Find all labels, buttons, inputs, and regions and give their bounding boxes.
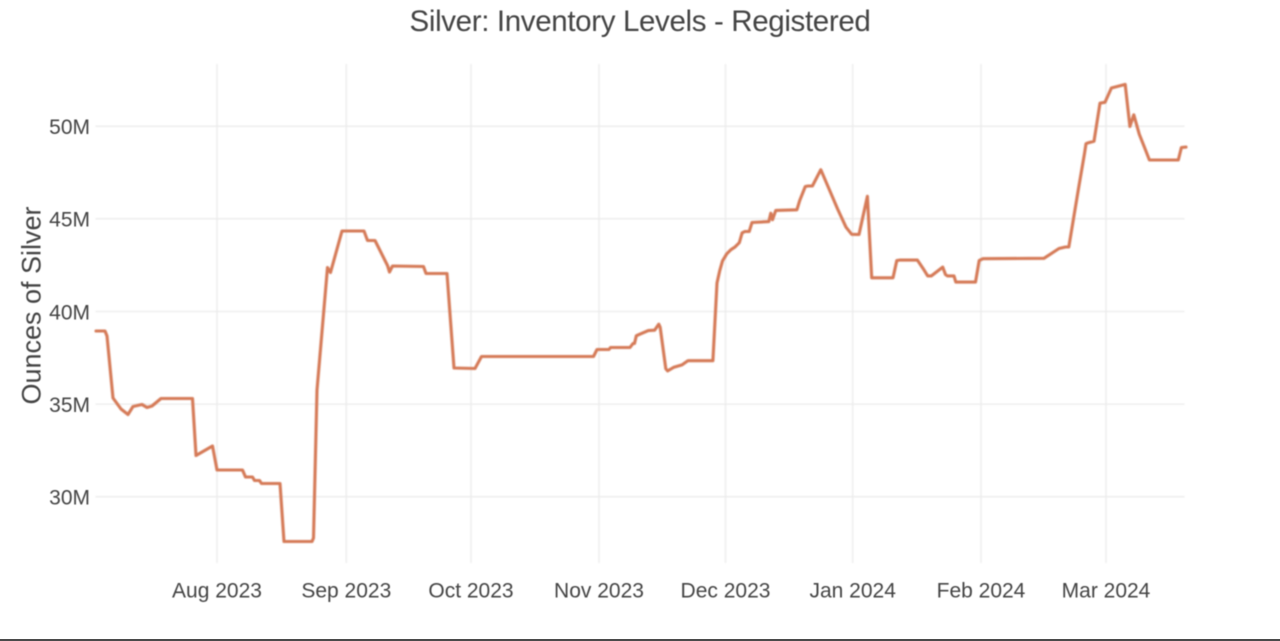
svg-text:Feb 2024: Feb 2024 xyxy=(937,580,1026,603)
svg-text:Mar 2024: Mar 2024 xyxy=(1062,580,1151,603)
svg-text:30M: 30M xyxy=(49,487,90,510)
svg-text:45M: 45M xyxy=(49,209,90,232)
svg-text:Nov 2023: Nov 2023 xyxy=(554,580,644,603)
svg-text:Jan 2024: Jan 2024 xyxy=(809,580,896,603)
svg-text:Silver: Inventory Levels - Reg: Silver: Inventory Levels - Registered xyxy=(410,5,871,38)
svg-text:Aug 2023: Aug 2023 xyxy=(172,580,262,603)
svg-text:Sep 2023: Sep 2023 xyxy=(301,580,391,603)
svg-text:35M: 35M xyxy=(49,394,90,417)
svg-text:Ounces of Silver: Ounces of Silver xyxy=(17,206,47,404)
svg-text:50M: 50M xyxy=(49,116,90,139)
svg-text:Dec 2023: Dec 2023 xyxy=(681,580,771,603)
svg-text:40M: 40M xyxy=(49,301,90,324)
svg-text:Oct 2023: Oct 2023 xyxy=(428,580,513,603)
